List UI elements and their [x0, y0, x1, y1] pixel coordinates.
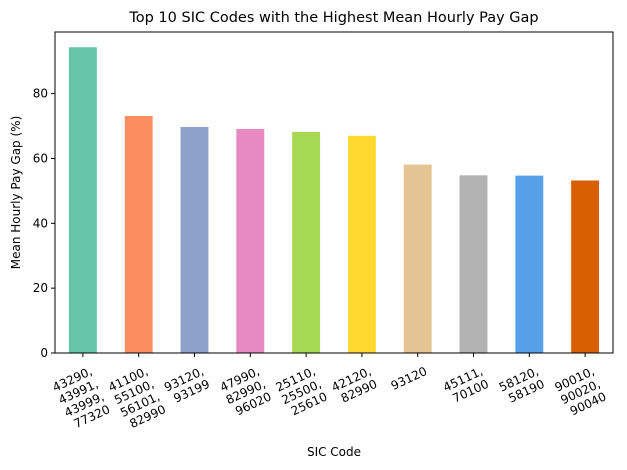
- x-tick-label: 25110,25500,25610: [274, 364, 330, 420]
- x-tick-label: 41100,55100,56101,82990: [106, 364, 168, 433]
- y-tick-label: 60: [33, 151, 48, 165]
- bar: [68, 47, 97, 354]
- x-tick-label: 93120: [389, 364, 430, 393]
- x-tick-label: 42120,82990: [329, 364, 379, 407]
- chart-title: Top 10 SIC Codes with the Highest Mean H…: [128, 10, 538, 26]
- x-tick-label: 45111,70100: [441, 364, 491, 407]
- y-tick-label: 20: [33, 281, 48, 295]
- x-tick-label: 90010,90020,90040: [553, 364, 609, 420]
- y-tick-label: 80: [33, 87, 48, 101]
- x-tick-label: 47990,82990,96020: [218, 364, 274, 420]
- y-tick-label: 40: [33, 216, 48, 230]
- x-tick-label: 43290,43991,43999,77320: [50, 364, 112, 433]
- y-axis-label: Mean Hourly Pay Gap (%): [9, 116, 23, 269]
- plot-frame: [54, 31, 614, 354]
- bar: [571, 180, 600, 353]
- x-axis-label: SIC Code: [307, 445, 361, 459]
- bar: [459, 175, 488, 353]
- x-tick-label: 58120,58190: [497, 364, 547, 407]
- bar: [124, 115, 153, 353]
- bar: [403, 164, 432, 353]
- x-axis: 43290,43991,43999,7732041100,55100,56101…: [50, 353, 609, 433]
- bar: [347, 135, 376, 353]
- bar: [236, 128, 265, 353]
- bar: [180, 127, 209, 354]
- bars: [68, 47, 600, 354]
- bar: [515, 175, 544, 353]
- bar: [292, 131, 321, 353]
- y-tick-label: 0: [40, 346, 48, 360]
- y-axis: 0 20 40 60 80: [33, 87, 55, 360]
- x-tick-label: 93120,93199: [162, 364, 212, 407]
